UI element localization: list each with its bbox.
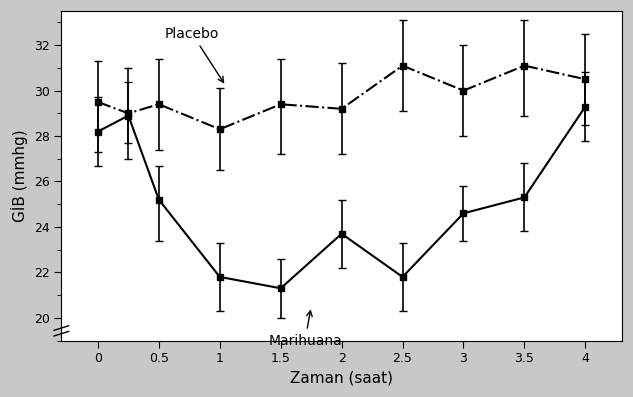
Text: Placebo: Placebo <box>165 27 223 83</box>
Y-axis label: GİB (mmhg): GİB (mmhg) <box>11 129 28 222</box>
Text: Marihuana: Marihuana <box>268 311 342 348</box>
X-axis label: Zaman (saat): Zaman (saat) <box>290 371 393 386</box>
